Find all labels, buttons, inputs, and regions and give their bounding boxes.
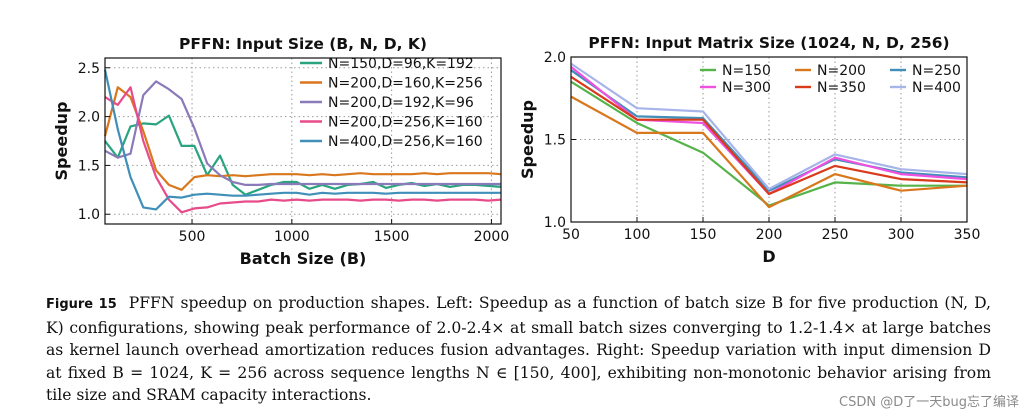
right-x-tick-label: 300 bbox=[888, 227, 915, 243]
right-legend-label-4: N=300 bbox=[722, 80, 771, 96]
left-y-tick-label: 1.0 bbox=[78, 207, 100, 223]
left-y-tick-label: 2.0 bbox=[78, 110, 100, 126]
left-x-tick-label: 1500 bbox=[374, 229, 410, 245]
left-legend-label-4: N=200,D=256,K=160 bbox=[328, 115, 483, 131]
right-x-axis-label: D bbox=[762, 247, 775, 266]
left-x-tick-label: 2000 bbox=[474, 229, 510, 245]
right-x-tick-label: 250 bbox=[822, 227, 849, 243]
right-legend-label-3: N=250 bbox=[912, 63, 961, 79]
right-series-line-6 bbox=[570, 62, 968, 191]
watermark: CSDN @D了一天bug忘了编译 bbox=[839, 395, 1019, 410]
right-x-tick-label: 150 bbox=[690, 227, 717, 243]
right-y-tick-label: 1.5 bbox=[544, 133, 566, 149]
right-x-tick-label: 350 bbox=[954, 227, 981, 243]
right-series-line-3 bbox=[570, 69, 968, 192]
left-legend-label-1: N=150,D=96,K=192 bbox=[328, 56, 474, 72]
right-y-tick-label: 2.0 bbox=[544, 50, 566, 66]
left-x-tick-label: 1000 bbox=[274, 229, 310, 245]
figure-charts: 500 1000 1500 2000 1.0 1.5 2.0 2.5 PFFN: Input S… bbox=[52, 34, 981, 268]
figure-caption-text: PFFN speedup on production shapes. Left:… bbox=[46, 294, 991, 404]
right-x-tick-label: 50 bbox=[562, 227, 580, 243]
right-y-axis-label: Speedup bbox=[518, 100, 537, 179]
right-series-line-5 bbox=[570, 75, 968, 196]
figure-caption: Figure 15 PFFN speedup on production sha… bbox=[46, 292, 991, 407]
left-chart-title: PFFN: Input Size (B, N, D, K) bbox=[179, 35, 427, 53]
left-series-line-3 bbox=[104, 80, 501, 186]
right-legend-label-2: N=200 bbox=[817, 63, 866, 79]
right-legend-label-5: N=350 bbox=[817, 80, 866, 96]
right-x-tick-label: 100 bbox=[624, 227, 651, 243]
right-y-tick-label: 1.0 bbox=[544, 215, 566, 231]
right-series-line-2 bbox=[570, 95, 968, 209]
left-legend-label-5: N=400,D=256,K=160 bbox=[328, 134, 483, 150]
right-legend-label-1: N=150 bbox=[722, 63, 771, 79]
left-series-line-5 bbox=[103, 69, 501, 211]
left-legend-label-3: N=200,D=192,K=96 bbox=[328, 95, 474, 111]
left-series-line-4 bbox=[104, 86, 502, 214]
left-plot-frame bbox=[104, 57, 502, 225]
figure-label: Figure 15 bbox=[46, 297, 117, 312]
left-x-axis-label: Batch Size (B) bbox=[240, 249, 367, 268]
right-chart-title: PFFN: Input Matrix Size (1024, N, D, 256… bbox=[588, 34, 949, 52]
left-legend-label-2: N=200,D=160,K=256 bbox=[328, 76, 483, 92]
left-y-axis-label: Speedup bbox=[52, 102, 71, 181]
left-y-tick-label: 2.5 bbox=[78, 61, 100, 77]
left-x-tick-label: 500 bbox=[179, 229, 206, 245]
right-legend-label-6: N=400 bbox=[912, 80, 961, 96]
left-y-tick-label: 1.5 bbox=[78, 158, 100, 174]
left-series-line-2 bbox=[103, 86, 502, 191]
right-x-tick-label: 200 bbox=[756, 227, 783, 243]
